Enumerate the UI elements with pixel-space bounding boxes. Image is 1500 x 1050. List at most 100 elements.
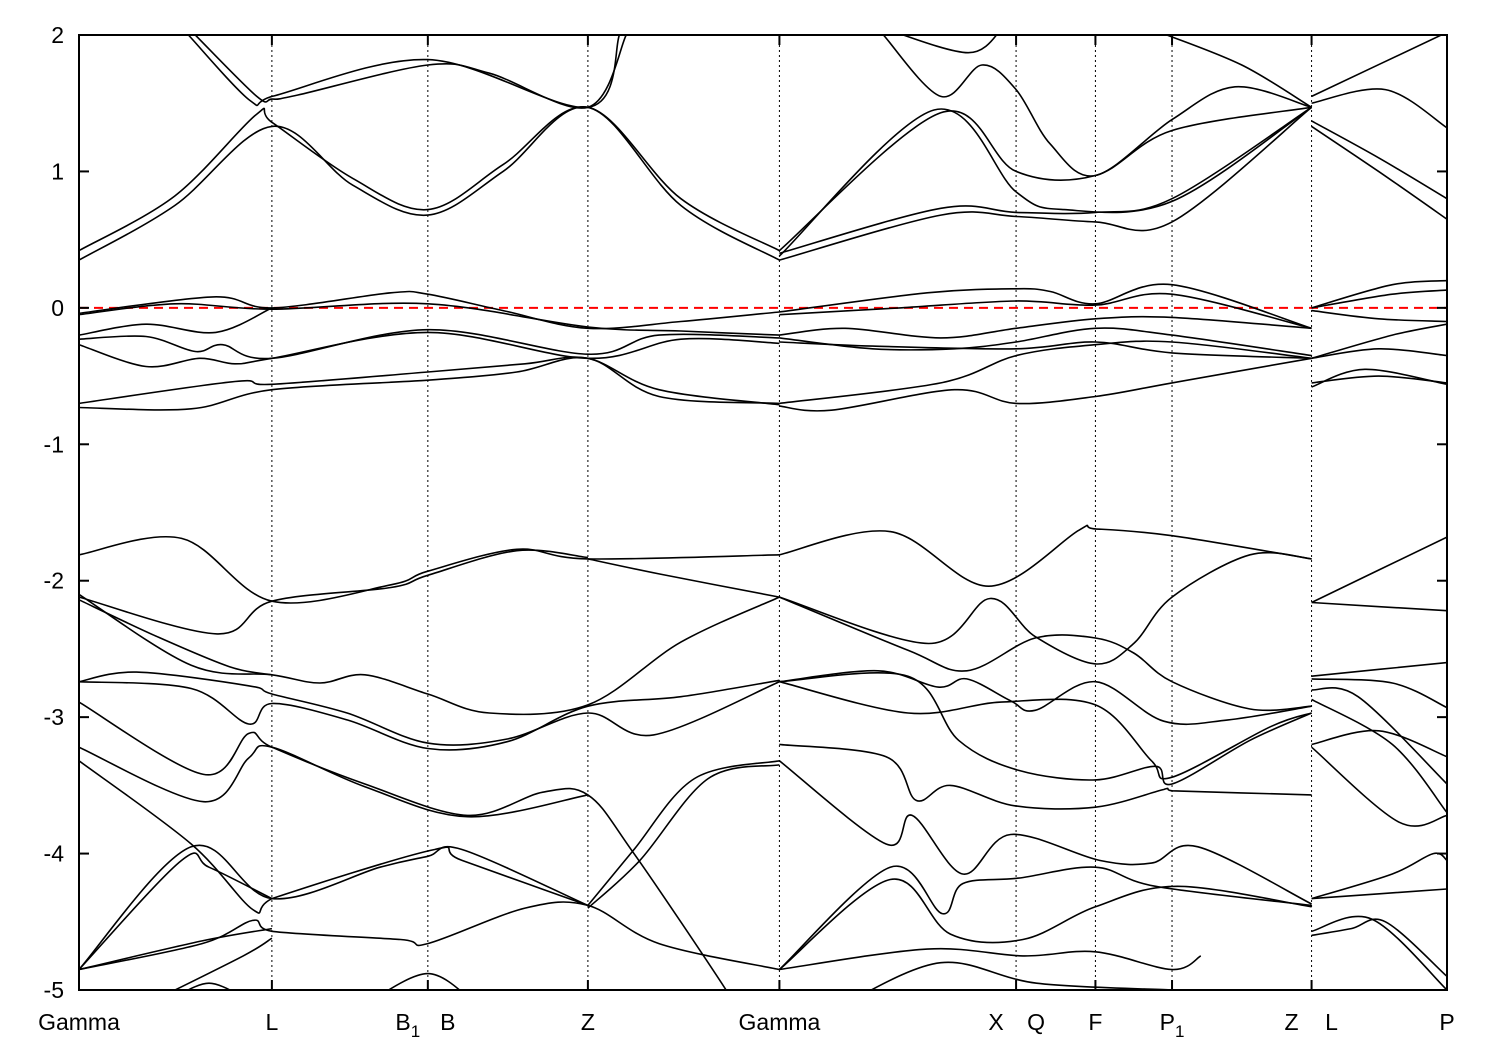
band-line <box>1311 888 1447 900</box>
band-line <box>1311 746 1447 827</box>
band-line <box>79 701 728 990</box>
band-line <box>1311 323 1447 360</box>
band-line <box>779 340 1312 405</box>
band-line <box>387 972 461 990</box>
band-line <box>1311 918 1447 977</box>
band-line <box>1311 35 1444 98</box>
band-line <box>79 927 273 971</box>
band-line <box>79 901 780 971</box>
band-line <box>1311 309 1447 323</box>
band-line <box>779 106 1313 255</box>
band-line <box>779 743 1312 810</box>
x-tick-label: B1 <box>395 1009 420 1041</box>
x-tick-label: Q <box>1027 1009 1045 1035</box>
band-line <box>79 302 780 336</box>
band-line <box>79 599 273 676</box>
band-line <box>194 35 627 109</box>
x-tick-label: P1 <box>1160 1009 1185 1041</box>
band-line <box>779 947 1202 971</box>
band-line <box>79 744 589 818</box>
band-line <box>79 535 780 604</box>
band-line <box>882 35 1312 177</box>
band-line <box>587 558 780 598</box>
band-line <box>779 315 1312 339</box>
band-line <box>1311 915 1447 990</box>
y-tick-label: 2 <box>51 22 64 48</box>
band-line <box>779 551 1312 665</box>
band-line <box>900 35 998 54</box>
band-line <box>779 341 1312 360</box>
band-line <box>779 327 1312 357</box>
band-line <box>778 106 1313 257</box>
band-line <box>779 292 1312 330</box>
band-line <box>173 937 273 990</box>
band-line <box>778 865 1312 971</box>
band-line <box>1164 35 1313 108</box>
band-line <box>1311 698 1447 814</box>
band-line <box>779 283 1312 330</box>
band-line <box>187 35 621 109</box>
y-tick-label: 0 <box>51 295 64 321</box>
y-tick-label: -5 <box>44 977 64 1003</box>
grid-lines <box>271 35 1313 990</box>
y-tick-label: -3 <box>44 704 64 730</box>
band-line <box>1311 661 1447 677</box>
plot-frame <box>78 34 1448 991</box>
band-line <box>79 679 780 751</box>
band-line <box>1311 536 1447 604</box>
band-line <box>779 357 1312 412</box>
x-tick-label: X <box>988 1009 1003 1035</box>
band-line <box>1311 852 1447 900</box>
band-line <box>79 852 273 971</box>
band-line <box>79 331 780 368</box>
band-line <box>79 328 780 360</box>
y-axis: -5 -4 -3 -2 -1 0 1 2 <box>44 22 1447 1003</box>
band-line <box>79 593 780 716</box>
x-tick-label: P <box>1439 1009 1454 1035</box>
band-line <box>779 524 1312 588</box>
x-tick-label: L <box>265 1009 278 1035</box>
x-tick-label: F <box>1088 1009 1102 1035</box>
band-line <box>779 671 1312 786</box>
y-tick-label: 1 <box>51 158 64 184</box>
band-line <box>79 844 589 971</box>
band-line <box>587 764 780 909</box>
band-line <box>79 549 588 635</box>
x-tick-label: Gamma <box>38 1009 120 1035</box>
band-line <box>79 307 273 336</box>
y-tick-label: -4 <box>44 841 65 867</box>
bands <box>79 35 1447 990</box>
band-line <box>79 760 589 914</box>
x-tick-label: Gamma <box>739 1009 821 1035</box>
band-line <box>869 961 1173 990</box>
x-tick-label: Z <box>1285 1009 1299 1035</box>
band-line <box>779 669 1312 726</box>
band-line <box>779 680 1312 780</box>
band-line <box>1311 125 1447 220</box>
x-tick-label: B <box>440 1009 455 1035</box>
band-line <box>1311 368 1447 388</box>
y-tick-label: -1 <box>44 431 64 457</box>
y-tick-label: -2 <box>44 568 64 594</box>
band-line <box>1311 601 1447 612</box>
x-tick-label: L <box>1325 1009 1338 1035</box>
band-line <box>779 106 1313 261</box>
band-line <box>1311 678 1447 709</box>
band-line <box>778 106 1312 252</box>
band-line <box>1311 729 1447 758</box>
band-line <box>1311 687 1447 785</box>
x-axis: Gamma L B1 B Z Gamma X Q F P1 Z L P <box>38 35 1455 1041</box>
band-line <box>1311 120 1447 200</box>
band-line <box>79 671 780 746</box>
band-line <box>1311 289 1447 309</box>
band-line <box>587 760 780 906</box>
band-line <box>778 760 1312 905</box>
band-line <box>186 982 232 990</box>
band-line <box>79 106 780 261</box>
band-line <box>779 596 1312 712</box>
band-line <box>79 356 780 406</box>
band-line <box>79 290 780 330</box>
band-line <box>1311 88 1447 129</box>
band-line <box>1311 279 1447 309</box>
